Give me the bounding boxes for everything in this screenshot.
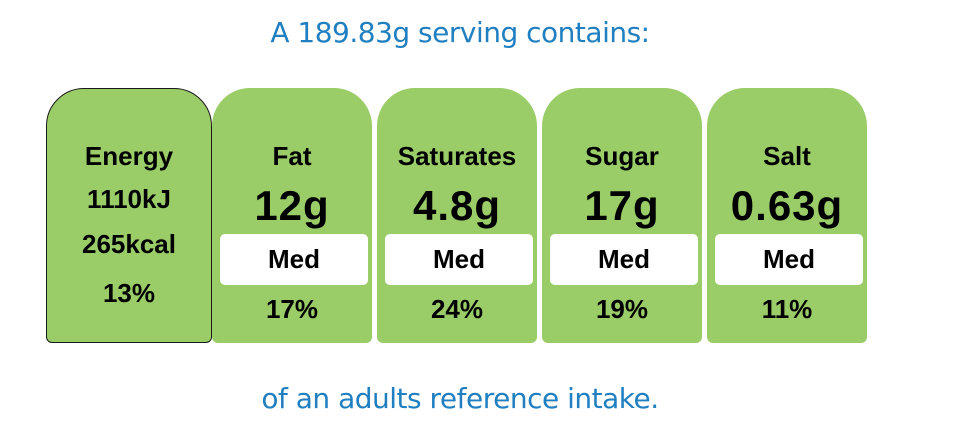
sugar-percent: 19% bbox=[595, 294, 649, 324]
saturates-label: Saturates bbox=[397, 141, 517, 171]
sugar-label: Sugar bbox=[585, 141, 659, 171]
energy-panel: Energy 1110kJ 265kcal 13% bbox=[46, 88, 212, 343]
serving-heading: A 189.83g serving contains: bbox=[270, 16, 650, 49]
reference-intake-footer: of an adults reference intake. bbox=[261, 382, 659, 415]
saturates-percent: 24% bbox=[430, 294, 484, 324]
saturates-level-badge: Med bbox=[385, 234, 533, 285]
energy-label: Energy bbox=[84, 141, 174, 171]
energy-percent: 13% bbox=[102, 278, 156, 308]
sugar-amount: 17g bbox=[584, 182, 660, 229]
sugar-level-badge: Med bbox=[550, 234, 698, 285]
salt-label: Salt bbox=[763, 141, 811, 171]
salt-level-badge: Med bbox=[715, 234, 863, 285]
energy-kj: 1110kJ bbox=[87, 184, 171, 214]
fat-label: Fat bbox=[272, 141, 312, 171]
fat-percent: 17% bbox=[265, 294, 319, 324]
saturates-panel: Saturates 4.8g Med 24% bbox=[377, 88, 537, 343]
saturates-amount: 4.8g bbox=[412, 182, 502, 229]
salt-percent: 11% bbox=[761, 294, 813, 324]
sugar-panel: Sugar 17g Med 19% bbox=[542, 88, 702, 343]
fat-amount: 12g bbox=[254, 182, 330, 229]
fat-panel: Fat 12g Med 17% bbox=[212, 88, 372, 343]
energy-kcal: 265kcal bbox=[82, 229, 176, 259]
salt-panel: Salt 0.63g Med 11% bbox=[707, 88, 867, 343]
fat-level-badge: Med bbox=[220, 234, 368, 285]
salt-amount: 0.63g bbox=[730, 182, 844, 229]
